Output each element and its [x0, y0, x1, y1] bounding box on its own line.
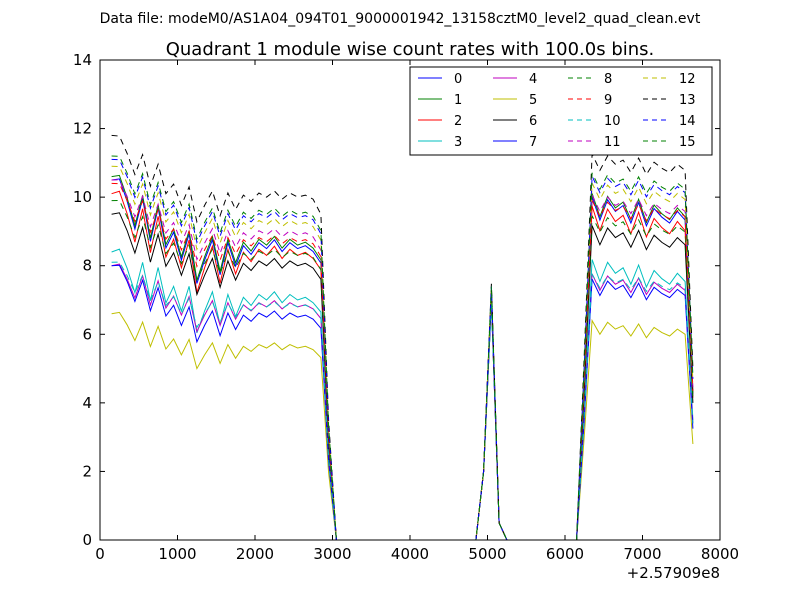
legend-label-10: 10 — [604, 114, 621, 129]
series-line-4 — [111, 263, 694, 540]
x-tick-label: 1000 — [158, 545, 196, 563]
legend-label-12: 12 — [679, 72, 696, 87]
x-tick-label: 3000 — [313, 545, 351, 563]
legend-label-2: 2 — [454, 114, 462, 129]
y-tick-label: 14 — [73, 51, 92, 69]
series-line-9 — [111, 182, 694, 540]
legend-label-13: 13 — [679, 93, 696, 108]
series-line-6 — [111, 212, 694, 540]
legend-label-14: 14 — [679, 114, 696, 129]
x-axis: 0 1000 2000 3000 4000 5000 6000 7000 8000 — [95, 60, 739, 563]
y-tick-label: 4 — [82, 394, 92, 412]
plot-area — [99, 59, 721, 541]
legend-label-6: 6 — [529, 114, 537, 129]
legend-label-1: 1 — [454, 93, 462, 108]
series-line-10 — [111, 261, 694, 540]
series-line-1 — [111, 174, 694, 540]
x-tick-label: 6000 — [546, 545, 584, 563]
legend-label-8: 8 — [604, 72, 612, 87]
legend-label-5: 5 — [529, 93, 537, 108]
y-tick-label: 6 — [82, 325, 92, 343]
series-line-11 — [111, 179, 694, 540]
x-tick-label: 0 — [95, 545, 105, 563]
series-line-2 — [111, 190, 694, 540]
y-tick-label: 0 — [82, 531, 92, 549]
x-tick-label: 8000 — [701, 545, 739, 563]
legend-label-0: 0 — [454, 72, 462, 87]
series-line-3 — [111, 248, 694, 540]
x-tick-label: 4000 — [391, 545, 429, 563]
legend-label-11: 11 — [604, 135, 621, 150]
figure-suptitle: Data file: modeM0/AS1A04_094T01_90000019… — [100, 11, 701, 27]
series-line-15 — [111, 155, 694, 540]
series-line-7 — [111, 264, 694, 540]
y-tick-label: 10 — [73, 188, 92, 206]
legend-label-15: 15 — [679, 135, 696, 150]
legend-label-7: 7 — [529, 135, 537, 150]
y-tick-label: 12 — [73, 120, 92, 138]
x-tick-label: 5000 — [468, 545, 506, 563]
legend-label-9: 9 — [604, 93, 612, 108]
series-line-14 — [111, 158, 694, 540]
chart-title: Quadrant 1 module wise count rates with … — [166, 39, 655, 60]
legend-frame — [409, 66, 713, 156]
series-layer — [111, 134, 694, 540]
series-line-12 — [111, 165, 694, 540]
series-line-8 — [111, 199, 694, 540]
x-tick-label: 7000 — [623, 545, 661, 563]
y-tick-label: 2 — [82, 462, 92, 480]
x-tick-label: 2000 — [236, 545, 274, 563]
legend-label-4: 4 — [529, 72, 537, 87]
y-tick-label: 8 — [82, 257, 92, 275]
series-line-13 — [111, 134, 694, 540]
x-axis-offset-label: +2.57909e8 — [627, 564, 720, 582]
series-line-0 — [111, 178, 694, 540]
legend-label-3: 3 — [454, 135, 462, 150]
series-line-5 — [111, 301, 694, 540]
